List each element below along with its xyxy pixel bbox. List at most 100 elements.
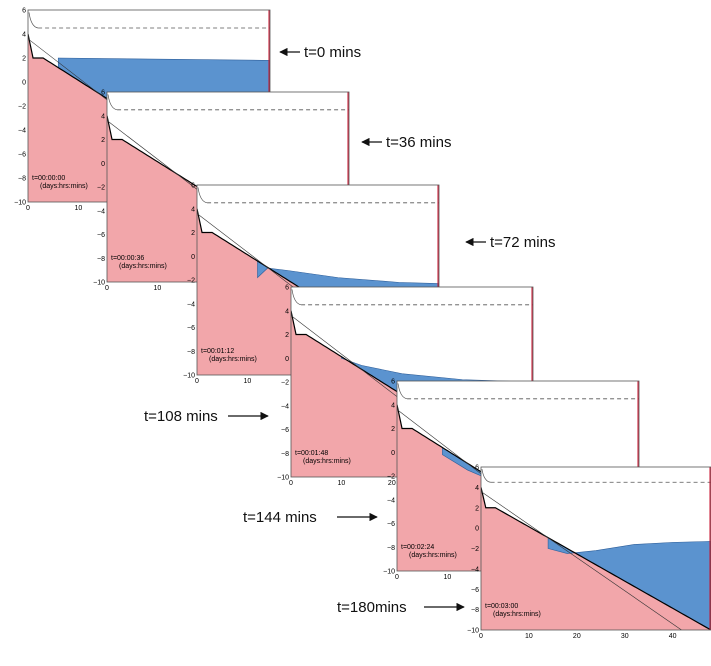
diagonal-line <box>481 491 683 630</box>
y-tick-label: −8 <box>387 545 395 552</box>
timestamp-units: (days:hrs:mins) <box>119 263 167 270</box>
pink-region <box>481 487 711 630</box>
y-tick-label: 2 <box>475 505 479 512</box>
pink-region <box>291 310 533 477</box>
x-tick-label: 0 <box>479 633 483 640</box>
y-tick-label: 4 <box>285 308 289 315</box>
timestamp-units: (days:hrs:mins) <box>303 458 351 465</box>
y-tick-label: −6 <box>18 152 26 159</box>
y-tick-label: −4 <box>281 403 289 410</box>
y-tick-label: −6 <box>97 232 105 239</box>
y-tick-label: −6 <box>281 427 289 434</box>
timestamp-label: t=00:02:24 <box>401 544 434 551</box>
panel-frame <box>480 466 711 631</box>
x-tick-label: 0 <box>105 285 109 292</box>
y-tick-label: −6 <box>471 587 479 594</box>
y-tick-label: 2 <box>191 230 195 237</box>
y-tick-label: −8 <box>97 256 105 263</box>
y-tick-label: −10 <box>277 475 289 482</box>
y-tick-label: −4 <box>187 301 195 308</box>
timestamp-units: (days:hrs:mins) <box>209 356 257 363</box>
timestamp-label: t=00:01:48 <box>295 450 328 457</box>
y-tick-label: 4 <box>475 485 479 492</box>
timestamp-label: t=00:01:12 <box>201 348 234 355</box>
x-tick-label: 10 <box>338 480 346 487</box>
x-tick-label: 30 <box>621 633 629 640</box>
y-tick-label: 2 <box>285 332 289 339</box>
y-tick-label: −6 <box>187 325 195 332</box>
callout-0: t=0 mins <box>279 44 361 61</box>
timestamp-label: t=00:03:00 <box>485 603 518 610</box>
y-tick-label: −10 <box>93 280 105 287</box>
y-tick-label: −2 <box>281 380 289 387</box>
x-tick-label: 10 <box>444 574 452 581</box>
y-tick-label: −8 <box>281 451 289 458</box>
x-tick-label: 10 <box>525 633 533 640</box>
y-tick-label: −4 <box>387 497 395 504</box>
y-tick-label: −2 <box>387 474 395 481</box>
y-tick-label: −4 <box>18 128 26 135</box>
y-tick-label: 0 <box>285 356 289 363</box>
x-tick-label: 10 <box>244 378 252 385</box>
y-tick-label: 0 <box>475 526 479 533</box>
y-tick-label: −10 <box>14 200 26 207</box>
x-tick-label: 0 <box>289 480 293 487</box>
y-tick-label: 0 <box>101 161 105 168</box>
x-tick-label: 0 <box>26 205 30 212</box>
callout-3: t=108 mins <box>144 408 269 425</box>
y-tick-label: 6 <box>101 90 105 97</box>
y-tick-label: 2 <box>391 426 395 433</box>
pink-region <box>107 115 349 282</box>
y-tick-label: −10 <box>467 628 479 635</box>
x-tick-label: 0 <box>195 378 199 385</box>
y-tick-label: −8 <box>187 349 195 356</box>
pink-region <box>197 208 439 375</box>
y-tick-label: 0 <box>22 80 26 87</box>
y-tick-label: −4 <box>97 208 105 215</box>
pink-region <box>28 34 270 202</box>
timestamp-units: (days:hrs:mins) <box>409 552 457 559</box>
y-tick-label: −8 <box>18 176 26 183</box>
x-tick-label: 10 <box>75 205 83 212</box>
y-tick-label: −6 <box>387 521 395 528</box>
timestamp-units: (days:hrs:mins) <box>40 183 88 190</box>
y-tick-label: 6 <box>391 379 395 386</box>
y-tick-label: −4 <box>471 566 479 573</box>
x-tick-label: 20 <box>573 633 581 640</box>
x-tick-label: 0 <box>395 574 399 581</box>
y-tick-label: 6 <box>191 183 195 190</box>
y-tick-label: 6 <box>475 465 479 472</box>
y-tick-label: 6 <box>285 285 289 292</box>
y-tick-label: −2 <box>18 104 26 111</box>
y-tick-label: 4 <box>22 32 26 39</box>
callout-5: t=180mins <box>337 599 465 616</box>
y-tick-label: 0 <box>191 254 195 261</box>
y-tick-label: −2 <box>471 546 479 553</box>
callout-label: t=108 mins <box>144 408 218 425</box>
callout-label: t=36 mins <box>386 134 451 151</box>
callout-label: t=180mins <box>337 599 407 616</box>
y-tick-label: 2 <box>101 137 105 144</box>
y-tick-label: 6 <box>22 8 26 15</box>
y-tick-label: −2 <box>187 278 195 285</box>
y-tick-label: 2 <box>22 56 26 63</box>
timestamp-label: t=00:00:36 <box>111 255 144 262</box>
y-tick-label: −10 <box>383 569 395 576</box>
y-tick-label: 4 <box>101 113 105 120</box>
x-tick-label: 40 <box>669 633 677 640</box>
y-tick-label: −10 <box>183 373 195 380</box>
pink-region <box>397 404 639 571</box>
y-tick-label: −2 <box>97 185 105 192</box>
callout-label: t=144 mins <box>243 509 317 526</box>
boundary-line <box>481 487 711 630</box>
callout-label: t=0 mins <box>304 44 361 61</box>
y-tick-label: 4 <box>191 206 195 213</box>
y-tick-label: 0 <box>391 450 395 457</box>
x-tick-label: 20 <box>388 480 396 487</box>
y-tick-label: −8 <box>471 607 479 614</box>
timestamp-units: (days:hrs:mins) <box>493 611 541 618</box>
callout-1: t=36 mins <box>361 134 451 151</box>
callout-label: t=72 mins <box>490 234 555 251</box>
